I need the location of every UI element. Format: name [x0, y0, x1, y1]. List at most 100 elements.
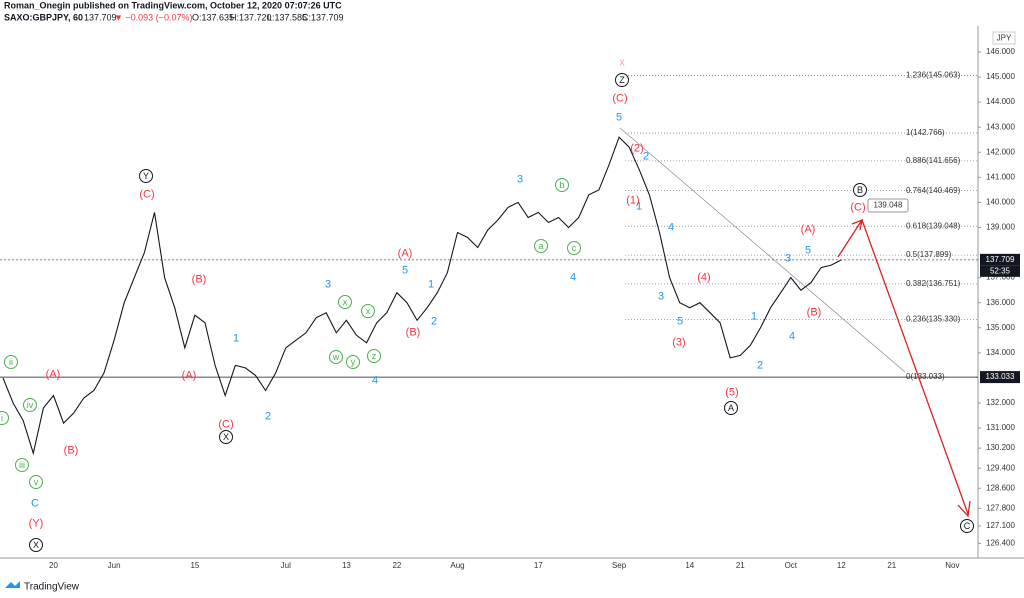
wave-circle — [29, 475, 43, 489]
fib-label: 0.236(135.330) — [906, 315, 961, 324]
wave-label: (C) — [218, 418, 233, 430]
wave-label: Y — [143, 171, 149, 181]
y-tick-label: 127.100 — [986, 521, 1015, 530]
x-tick-label: 12 — [837, 561, 846, 570]
wave-label: 2 — [757, 359, 763, 371]
wave-circle — [361, 304, 375, 318]
level-label: 133.033 — [986, 372, 1015, 381]
wave-label: (1) — [626, 194, 639, 206]
y-tick-label: 126.400 — [986, 539, 1015, 548]
wave-label: (A) — [801, 223, 816, 235]
price-line — [2, 136, 842, 456]
y-tick-label: 131.000 — [986, 423, 1015, 432]
ohlc-high: H:137.720 — [230, 12, 272, 22]
wave-label: (A) — [398, 247, 413, 259]
x-tick-label: 17 — [534, 561, 543, 570]
wave-label: 2 — [431, 315, 437, 327]
y-tick-label: 129.400 — [986, 463, 1015, 472]
x-tick-label: Nov — [945, 561, 959, 570]
wave-label: 1 — [233, 332, 239, 344]
y-tick-label: 146.000 — [986, 47, 1015, 56]
wave-label: a — [538, 241, 543, 251]
fib-label: 0.764(140.469) — [906, 186, 961, 195]
x-tick-label: 22 — [392, 561, 401, 570]
y-tick-label: 145.000 — [986, 72, 1015, 81]
fib-label: 0.886(141.656) — [906, 156, 961, 165]
wave-circle — [724, 401, 738, 415]
wave-label: A — [728, 403, 734, 413]
wave-label: v — [34, 477, 39, 487]
arrowhead — [957, 500, 971, 518]
y-tick-label: 130.200 — [986, 443, 1015, 452]
x-tick-label: Oct — [785, 561, 798, 570]
wave-circle — [367, 349, 381, 363]
currency-box — [992, 31, 1016, 45]
x-tick-label: 15 — [190, 561, 199, 570]
y-tick-label: 134.000 — [986, 348, 1015, 357]
y-tick-label: 142.000 — [986, 147, 1015, 156]
fib-label: 0.382(136.751) — [906, 279, 961, 288]
y-tick-label: 127.800 — [986, 503, 1015, 512]
wave-label: (3) — [672, 336, 685, 348]
y-tick-label: 141.000 — [986, 172, 1015, 181]
wave-label: 3 — [517, 173, 523, 185]
wave-label: b — [559, 180, 564, 190]
x-tick-label: Jun — [108, 561, 121, 570]
y-tick-label: 143.000 — [986, 122, 1015, 131]
logo — [5, 581, 20, 588]
wave-label: 5 — [805, 244, 811, 256]
wave-circle — [4, 355, 18, 369]
wave-circle — [338, 295, 352, 309]
wave-label: (4) — [697, 271, 710, 283]
last: 137.709 — [84, 12, 117, 22]
wave-circle — [0, 411, 9, 425]
x-tick-label: Sep — [612, 561, 627, 570]
wave-label: Z — [619, 75, 625, 85]
fib-label: 0.5(137.899) — [906, 250, 952, 259]
last-price-box — [980, 253, 1020, 266]
fib-label: 1(142.766) — [906, 128, 945, 137]
wave-circle — [219, 430, 233, 444]
y-tick-label: 139.000 — [986, 223, 1015, 232]
x-tick-label: 21 — [736, 561, 745, 570]
wave-label: z — [372, 351, 377, 361]
y-tick-label: 136.000 — [986, 298, 1015, 307]
ohlc-low: L:137.585 — [267, 12, 307, 22]
wave-label: c — [572, 243, 577, 253]
wave-label: 4 — [668, 221, 674, 233]
wave-label: 5 — [677, 315, 683, 327]
wave-label: 2 — [643, 150, 649, 162]
wave-label: 5 — [402, 264, 408, 276]
brand: TradingView — [24, 582, 80, 593]
fib-label: 1.236(145.063) — [906, 71, 961, 80]
change: ▼ −0.093 (−0.07%) — [114, 12, 192, 22]
wave-circle — [555, 178, 569, 192]
publisher: Roman_Onegin published on TradingView.co… — [4, 0, 342, 10]
countdown-box — [980, 265, 1020, 277]
wave-label: (B) — [64, 444, 79, 456]
wave-label: ii — [9, 357, 13, 367]
wave-label: B — [857, 185, 863, 195]
wave-label: (A) — [182, 369, 197, 381]
x-tick-label: 21 — [887, 561, 896, 570]
fib-label: 0.618(139.048) — [906, 221, 961, 230]
wave-circle — [139, 169, 153, 183]
wave-label: (A) — [46, 368, 61, 380]
ohlc-open: O:137.635 — [192, 12, 234, 22]
wave-circle — [346, 355, 360, 369]
wave-label: 3 — [658, 290, 664, 302]
symbol: SAXO:GBPJPY, 60 — [4, 12, 83, 22]
wave-label: (5) — [725, 386, 738, 398]
wave-circle — [329, 350, 343, 364]
wave-label: 3 — [325, 278, 331, 290]
wave-circle — [534, 239, 548, 253]
x-tick-label: 13 — [342, 561, 351, 570]
wave-label: C — [964, 521, 971, 531]
last-price-label: 137.709 — [986, 255, 1015, 264]
wave-label: 3 — [785, 252, 791, 264]
wave-circle — [853, 183, 867, 197]
y-tick-label: 128.600 — [986, 483, 1015, 492]
wave-circle — [567, 241, 581, 255]
y-tick-label: 137.000 — [986, 273, 1015, 282]
